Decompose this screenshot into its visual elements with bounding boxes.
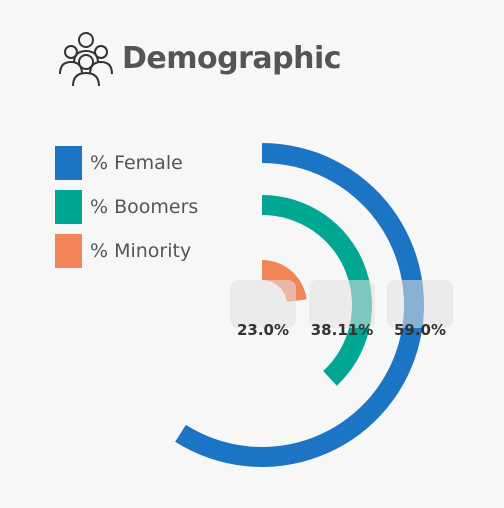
data-label-text-boomers: 38.11%: [311, 321, 373, 339]
data-label-female: 59.0%: [387, 280, 453, 339]
legend-swatch-female: [55, 146, 82, 180]
legend-swatch-boomers: [55, 190, 82, 224]
legend-item-boomers[interactable]: % Boomers: [55, 190, 198, 224]
chart-header: Demographic: [56, 28, 342, 88]
legend-item-female[interactable]: % Female: [55, 146, 198, 180]
page-title: Demographic: [122, 40, 342, 76]
data-label-boomers: 38.11%: [309, 280, 375, 339]
chart-legend: % Female % Boomers % Minority: [55, 146, 198, 278]
bar-female[interactable]: [175, 143, 424, 467]
legend-swatch-minority: [55, 234, 82, 268]
legend-item-minority[interactable]: % Minority: [55, 234, 198, 268]
bar-boomers[interactable]: [262, 195, 372, 386]
data-label-text-female: 59.0%: [394, 321, 446, 339]
data-label-box-boomers: [309, 280, 375, 328]
data-label-text-minority: 23.0%: [237, 321, 289, 339]
data-label-box-minority: [230, 280, 296, 328]
legend-label-boomers: % Boomers: [90, 196, 199, 218]
legend-label-female: % Female: [90, 152, 183, 174]
people-group-icon: [59, 32, 113, 87]
data-label-minority: 23.0%: [230, 280, 296, 339]
legend-label-minority: % Minority: [90, 240, 192, 262]
data-label-box-female: [387, 280, 453, 328]
